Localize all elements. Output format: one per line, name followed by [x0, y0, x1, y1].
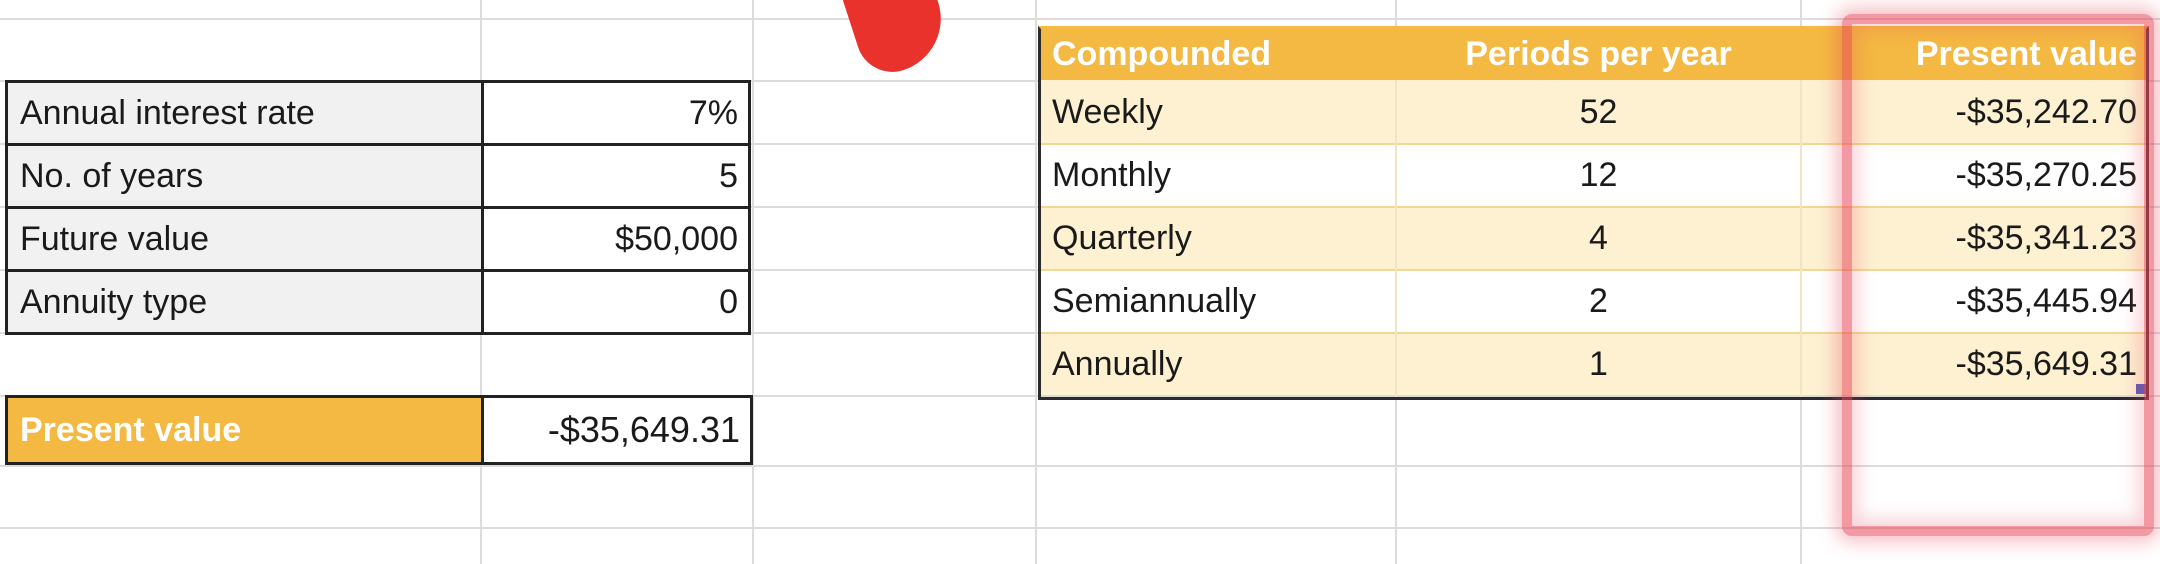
cell-compounded[interactable]: Weekly — [1040, 80, 1395, 143]
column-header-label: Periods per year — [1465, 35, 1732, 73]
input-label: Future value — [20, 220, 209, 258]
row-divider — [1040, 143, 2147, 145]
present-value-result-cell[interactable]: -$35,649.31 — [481, 395, 753, 465]
present-value-text: -$35,445.94 — [1955, 281, 2138, 320]
input-value: $50,000 — [615, 220, 738, 258]
table-row — [1040, 206, 2147, 269]
present-value-result: -$35,649.31 — [547, 409, 740, 450]
present-value-text: -$35,649.31 — [1955, 344, 2138, 383]
cell-present-value[interactable]: -$35,445.94 — [1802, 269, 2147, 332]
gridline-horizontal — [0, 18, 2160, 20]
periods-text: 12 — [1579, 155, 1618, 194]
cell-compounded[interactable]: Annually — [1040, 332, 1395, 395]
compounded-text: Quarterly — [1052, 218, 1192, 257]
input-value: 7% — [688, 94, 738, 132]
cell-periods[interactable]: 52 — [1397, 80, 1800, 143]
input-value: 5 — [719, 157, 738, 195]
compounded-text: Monthly — [1052, 155, 1172, 194]
table-header-row — [1040, 28, 2147, 80]
column-divider — [1395, 80, 1397, 398]
fill-handle[interactable] — [2136, 384, 2146, 394]
cell-periods[interactable]: 4 — [1397, 206, 1800, 269]
input-label-cell[interactable]: No. of years — [5, 143, 484, 209]
present-value-label: Present value — [20, 411, 242, 449]
periods-text: 1 — [1589, 344, 1608, 383]
input-label: Annuity type — [20, 283, 208, 321]
input-label: Annual interest rate — [20, 94, 315, 132]
input-value-cell[interactable]: 7% — [481, 80, 751, 146]
input-value-cell[interactable]: 5 — [481, 143, 751, 209]
present-value-text: -$35,270.25 — [1955, 155, 2138, 194]
column-header-label: Compounded — [1052, 35, 1272, 73]
cell-present-value[interactable]: -$35,270.25 — [1802, 143, 2147, 206]
cell-periods[interactable]: 2 — [1397, 269, 1800, 332]
row-divider — [1040, 269, 2147, 271]
present-value-text: -$35,341.23 — [1955, 218, 2138, 257]
gridline-horizontal — [0, 395, 2160, 397]
cell-compounded[interactable]: Monthly — [1040, 143, 1395, 206]
column-header-periods[interactable]: Periods per year — [1397, 28, 1800, 80]
compounded-text: Weekly — [1052, 92, 1163, 131]
gridline-horizontal — [0, 465, 2160, 467]
periods-text: 2 — [1589, 281, 1608, 320]
input-value: 0 — [719, 283, 738, 321]
compounded-text: Semiannually — [1052, 281, 1257, 320]
present-value-label-cell[interactable]: Present value — [5, 395, 484, 465]
input-label: No. of years — [20, 157, 204, 195]
input-label-cell[interactable]: Future value — [5, 206, 484, 272]
cell-compounded[interactable]: Semiannually — [1040, 269, 1395, 332]
cell-periods[interactable]: 1 — [1397, 332, 1800, 395]
input-label-cell[interactable]: Annuity type — [5, 269, 484, 335]
gridline-vertical — [1035, 0, 1037, 564]
gridline-vertical — [752, 0, 754, 564]
cell-present-value[interactable]: -$35,649.31 — [1802, 332, 2147, 395]
column-header-label: Present value — [1915, 35, 2137, 73]
table-row — [1040, 269, 2147, 332]
annotation-mark — [835, 0, 955, 82]
column-header-present-value[interactable]: Present value — [1802, 28, 2147, 80]
periods-text: 4 — [1589, 218, 1608, 257]
gridline-horizontal — [0, 527, 2160, 529]
table-border — [1038, 26, 2149, 400]
cell-present-value[interactable]: -$35,341.23 — [1802, 206, 2147, 269]
row-divider — [1040, 332, 2147, 334]
input-value-cell[interactable]: $50,000 — [481, 206, 751, 272]
column-divider — [1800, 80, 1802, 398]
table-row — [1040, 143, 2147, 206]
periods-text: 52 — [1579, 92, 1618, 131]
table-row — [1040, 80, 2147, 143]
cell-compounded[interactable]: Quarterly — [1040, 206, 1395, 269]
table-row — [1040, 332, 2147, 395]
present-value-text: -$35,242.70 — [1955, 92, 2138, 131]
input-label-cell[interactable]: Annual interest rate — [5, 80, 484, 146]
cell-periods[interactable]: 12 — [1397, 143, 1800, 206]
input-value-cell[interactable]: 0 — [481, 269, 751, 335]
column-header-compounded[interactable]: Compounded — [1040, 28, 1395, 80]
cell-present-value[interactable]: -$35,242.70 — [1802, 80, 2147, 143]
compounded-text: Annually — [1052, 344, 1183, 383]
row-divider — [1040, 206, 2147, 208]
